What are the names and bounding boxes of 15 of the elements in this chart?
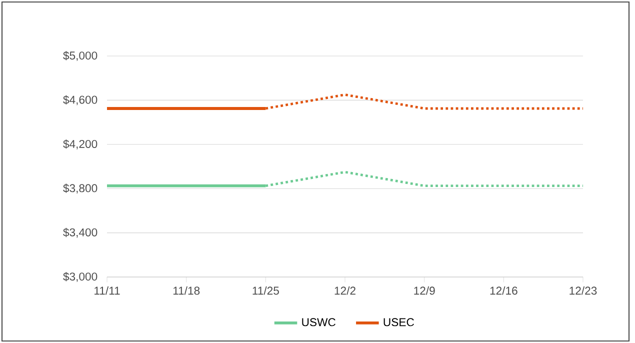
y-tick-label: $3,400 <box>63 228 98 238</box>
x-tick-label: 11/11 <box>94 286 120 295</box>
y-tick-label: $4,200 <box>63 139 98 150</box>
legend-label: USEC <box>384 318 414 326</box>
x-tick-label: 12/9 <box>414 286 435 295</box>
y-tick-label: $3,000 <box>63 272 98 282</box>
x-tick-label: 12/23 <box>570 286 597 295</box>
x-tick-label: 12/16 <box>490 286 518 295</box>
y-tick-label: $5,000 <box>63 51 98 61</box>
x-tick-label: 11/25 <box>252 286 279 295</box>
y-tick-label: $3,800 <box>63 184 98 194</box>
x-tick-label: 12/2 <box>334 286 356 295</box>
y-tick-label: $4,600 <box>63 95 98 106</box>
legend-label: USWC <box>302 318 336 326</box>
x-tick-label: 11/18 <box>173 286 200 295</box>
